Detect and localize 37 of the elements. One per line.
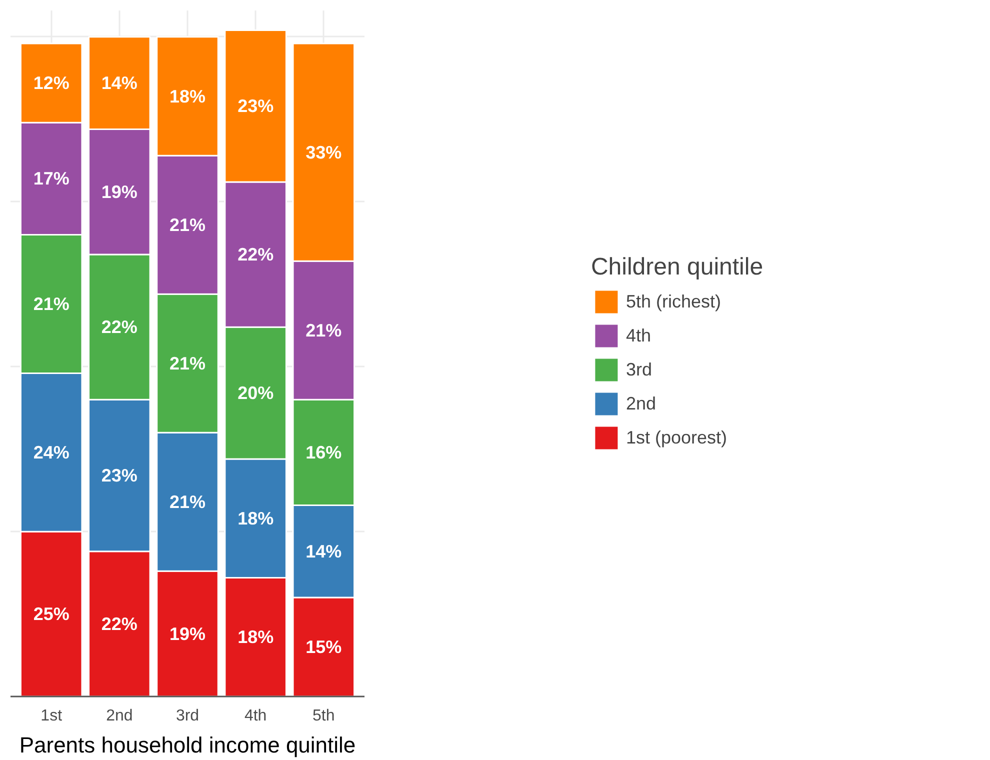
legend-title: Children quintile bbox=[590, 254, 764, 282]
legend-label: 4th bbox=[626, 325, 651, 346]
data-label: 22% bbox=[101, 614, 138, 634]
x-tick-label: 3rd bbox=[176, 708, 200, 724]
data-label: 23% bbox=[101, 466, 138, 486]
data-label: 22% bbox=[238, 244, 274, 265]
data-label: 33% bbox=[306, 142, 342, 162]
x-tick-label: 4th bbox=[244, 708, 267, 724]
data-label: 19% bbox=[101, 182, 138, 202]
data-label: 18% bbox=[238, 508, 274, 528]
legend-label: 5th (richest) bbox=[626, 291, 721, 312]
data-label: 18% bbox=[238, 627, 274, 648]
x-tick-label: 5th bbox=[312, 708, 335, 724]
data-label: 21% bbox=[169, 353, 206, 374]
data-label: 21% bbox=[306, 320, 342, 340]
data-label: 18% bbox=[169, 86, 206, 106]
legend-label: 1st (poorest) bbox=[626, 427, 727, 448]
data-label: 21% bbox=[169, 492, 206, 512]
data-label: 14% bbox=[306, 541, 342, 562]
data-label: 22% bbox=[101, 317, 138, 338]
x-axis-title: Parents household income quintile bbox=[19, 732, 356, 758]
data-label: 19% bbox=[169, 624, 206, 644]
data-label: 21% bbox=[33, 294, 70, 314]
x-tick-label: 1st bbox=[40, 708, 63, 724]
data-label: 24% bbox=[33, 442, 70, 462]
data-label: 20% bbox=[238, 383, 274, 404]
x-tick-label: 2nd bbox=[106, 708, 133, 724]
data-label: 16% bbox=[306, 442, 342, 462]
data-label: 25% bbox=[33, 604, 70, 624]
data-label: 21% bbox=[169, 214, 206, 235]
legend-label: 2nd bbox=[626, 393, 656, 414]
data-label: 14% bbox=[101, 73, 138, 94]
legend-label: 3rd bbox=[626, 359, 652, 380]
data-label: 17% bbox=[33, 168, 70, 189]
data-label: 12% bbox=[33, 73, 70, 94]
data-label: 15% bbox=[306, 637, 342, 658]
data-label: 23% bbox=[238, 96, 274, 116]
